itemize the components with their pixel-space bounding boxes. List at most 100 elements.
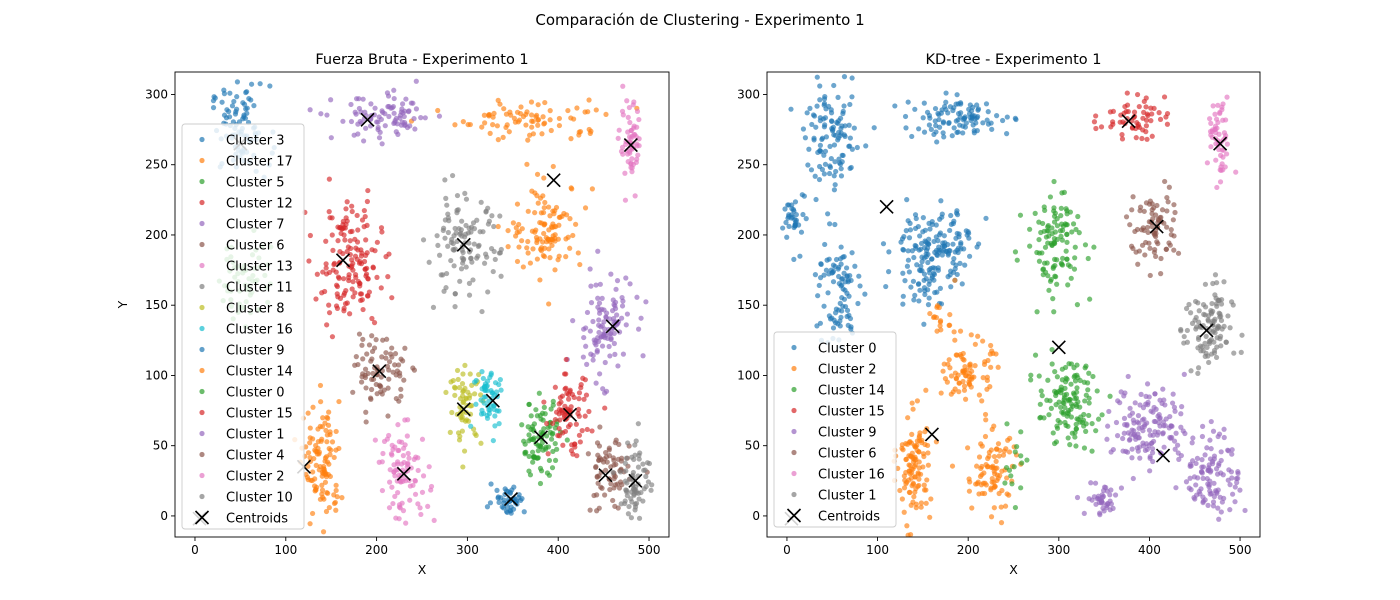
- data-point: [1228, 469, 1235, 475]
- data-point: [880, 241, 887, 247]
- data-point: [1027, 226, 1033, 232]
- data-point: [319, 491, 325, 497]
- data-point: [1064, 239, 1070, 245]
- data-point: [610, 497, 616, 504]
- data-point: [1012, 249, 1019, 255]
- panel-title: Fuerza Bruta - Experimento 1: [315, 52, 528, 68]
- data-point: [943, 90, 949, 96]
- data-point: [1172, 408, 1178, 414]
- series-cluster-6: [350, 331, 417, 425]
- data-point: [1212, 272, 1219, 278]
- data-point: [1160, 430, 1166, 436]
- x-tick-label: 500: [638, 543, 661, 557]
- data-point: [317, 463, 323, 470]
- data-point: [452, 122, 458, 128]
- data-point: [565, 107, 571, 114]
- data-point: [1210, 308, 1216, 314]
- data-point: [494, 123, 500, 129]
- data-point: [1210, 103, 1216, 109]
- data-point: [1162, 178, 1168, 185]
- data-point: [408, 465, 414, 471]
- data-point: [1188, 310, 1194, 316]
- data-point: [945, 250, 952, 256]
- data-point: [478, 440, 484, 446]
- data-point: [505, 244, 511, 250]
- data-point: [952, 337, 958, 343]
- data-point: [960, 130, 966, 136]
- data-point: [1129, 207, 1135, 213]
- data-point: [514, 258, 521, 265]
- data-point: [387, 467, 393, 473]
- data-point: [358, 109, 364, 115]
- legend-label: Cluster 17: [226, 155, 293, 170]
- data-point: [1108, 449, 1114, 455]
- data-point: [911, 494, 917, 500]
- data-point: [1212, 126, 1218, 133]
- data-point: [905, 415, 911, 421]
- data-point: [355, 227, 361, 233]
- data-point: [440, 227, 446, 234]
- data-point: [988, 514, 995, 520]
- data-point: [1152, 391, 1158, 397]
- data-point: [911, 254, 917, 261]
- data-point: [626, 104, 632, 111]
- data-point: [552, 416, 558, 423]
- data-point: [852, 263, 858, 269]
- data-point: [594, 508, 600, 514]
- legend-label: Cluster 3: [226, 134, 285, 149]
- data-point: [952, 370, 958, 376]
- data-point: [825, 211, 831, 217]
- data-point: [992, 465, 998, 471]
- data-point: [1129, 410, 1136, 416]
- legend-marker: [199, 472, 205, 479]
- data-point: [784, 234, 790, 240]
- data-point: [836, 135, 842, 141]
- data-point: [390, 103, 396, 110]
- data-point: [438, 272, 444, 278]
- data-point: [927, 514, 933, 520]
- data-point: [950, 107, 956, 114]
- data-point: [333, 482, 339, 488]
- legend-marker: [791, 407, 797, 414]
- data-point: [534, 237, 540, 243]
- data-point: [1238, 349, 1244, 355]
- data-point: [312, 447, 318, 453]
- data-point: [342, 301, 349, 307]
- data-point: [319, 424, 325, 430]
- data-point: [976, 392, 982, 398]
- data-point: [1091, 494, 1097, 500]
- data-point: [420, 237, 427, 243]
- data-point: [500, 134, 506, 140]
- data-point: [234, 79, 241, 85]
- data-point: [392, 362, 398, 368]
- data-point: [333, 487, 339, 494]
- data-point: [629, 156, 635, 162]
- data-point: [1199, 433, 1206, 440]
- data-point: [550, 398, 556, 404]
- data-point: [323, 265, 329, 271]
- data-point: [911, 297, 917, 303]
- y-tick-label: 100: [737, 368, 760, 382]
- data-point: [1209, 461, 1216, 467]
- data-point: [1225, 313, 1231, 319]
- data-point: [1097, 496, 1103, 502]
- data-point: [1017, 212, 1024, 218]
- data-point: [1175, 250, 1182, 256]
- points-layer: [210, 78, 655, 535]
- data-point: [548, 127, 554, 134]
- data-point: [1147, 454, 1153, 460]
- data-point: [349, 208, 355, 215]
- centroid-marker: [1213, 136, 1228, 151]
- data-point: [1149, 111, 1155, 117]
- data-point: [1195, 370, 1201, 376]
- data-point: [530, 454, 536, 460]
- data-point: [554, 446, 560, 452]
- data-point: [365, 187, 371, 194]
- data-point: [1136, 420, 1142, 426]
- data-point: [849, 146, 855, 152]
- data-point: [992, 471, 998, 477]
- data-point: [333, 282, 340, 288]
- data-point: [588, 351, 594, 357]
- data-point: [596, 443, 603, 449]
- data-point: [1221, 495, 1227, 501]
